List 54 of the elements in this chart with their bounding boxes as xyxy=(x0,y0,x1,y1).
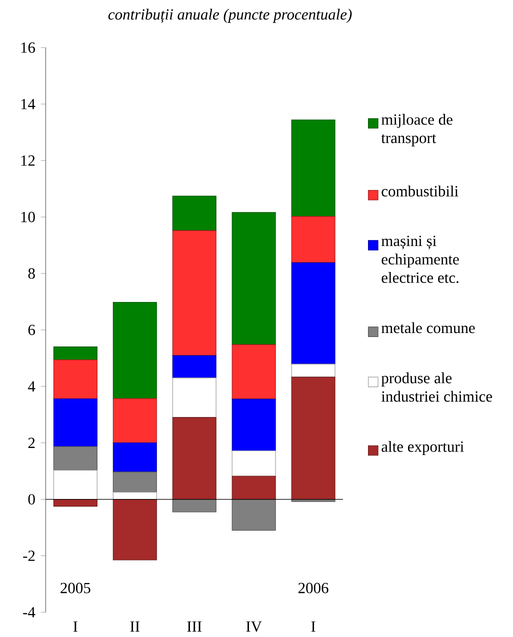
y-tick-label: 8 xyxy=(28,268,35,279)
legend-label: metale comune xyxy=(381,322,475,334)
bar xyxy=(112,499,157,560)
annotation: 2006 xyxy=(298,582,328,594)
y-tick-label: 14 xyxy=(21,98,36,110)
x-tick-label: I xyxy=(311,621,316,632)
chart-title: contribuții anuale (puncte procentuale) xyxy=(108,8,352,23)
bar xyxy=(112,398,157,444)
x-tick-label: III xyxy=(187,621,202,632)
x-tick-label: I xyxy=(73,621,78,632)
bar xyxy=(112,472,157,493)
bar xyxy=(172,417,216,500)
bar xyxy=(53,360,98,400)
bar xyxy=(53,346,98,360)
bar xyxy=(291,364,336,378)
bar xyxy=(232,450,276,476)
annotation: 2005 xyxy=(60,582,90,594)
legend-label: combustibili xyxy=(382,186,458,196)
bar xyxy=(291,216,336,264)
bar xyxy=(232,499,276,531)
bar xyxy=(232,476,276,500)
legend-label: mașini și echipamente electrice etc. xyxy=(381,236,459,283)
bar xyxy=(53,470,98,500)
x-tick-label: II xyxy=(130,621,140,632)
bar xyxy=(232,344,276,400)
y-tick-label: 4 xyxy=(28,381,36,392)
bar xyxy=(112,302,157,399)
y-tick-label: 16 xyxy=(21,42,35,53)
bar xyxy=(53,446,98,471)
legend-label: produse ale industriei chimice xyxy=(381,372,492,402)
y-tick-label: 10 xyxy=(21,212,35,222)
y-tick-label: 6 xyxy=(28,324,35,336)
bar xyxy=(172,355,216,378)
bar xyxy=(172,196,216,231)
bar xyxy=(112,442,157,472)
bar xyxy=(291,262,336,364)
bar xyxy=(172,378,216,418)
legend-label: mijloace de transport xyxy=(381,114,452,146)
bar xyxy=(291,120,336,217)
x-tick-label: IV xyxy=(246,621,262,632)
legend-label: alte exporturi xyxy=(382,440,464,456)
bar xyxy=(232,398,276,452)
bar xyxy=(232,212,276,345)
y-tick-label: 12 xyxy=(21,155,35,166)
bar xyxy=(172,499,216,512)
y-tick-label: 0 xyxy=(28,494,35,505)
y-tick-label: -4 xyxy=(23,607,36,618)
y-tick-label: 2 xyxy=(28,438,35,448)
y-tick-label: -2 xyxy=(23,550,35,561)
bar xyxy=(291,376,336,500)
bar xyxy=(53,499,98,507)
bar xyxy=(53,398,98,447)
bar xyxy=(112,492,157,500)
bar xyxy=(172,230,216,356)
